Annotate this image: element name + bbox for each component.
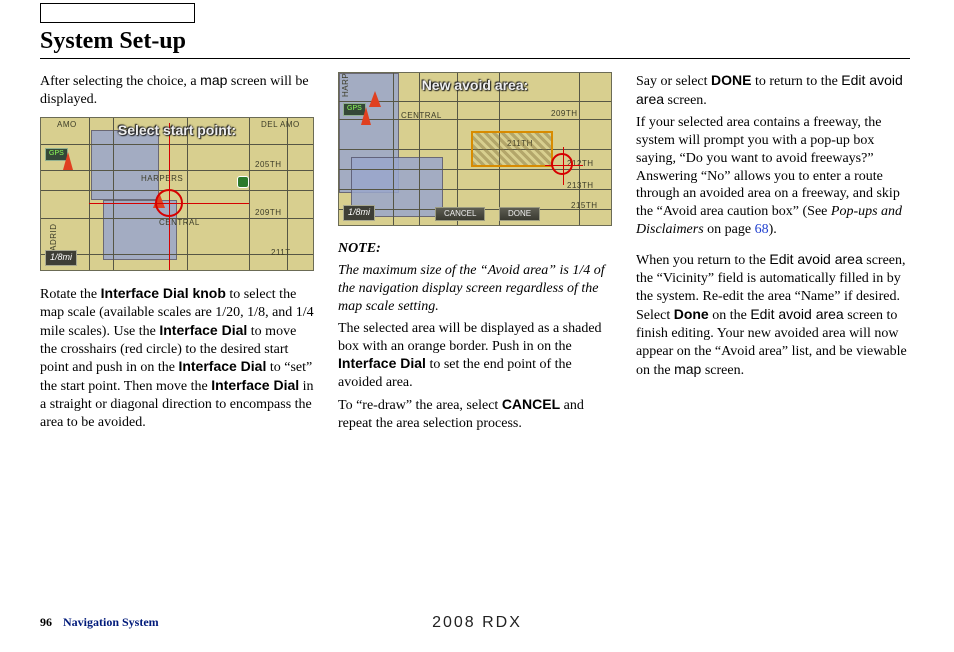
ui-term: Edit avoid area (769, 251, 862, 267)
cancel-button[interactable]: CANCEL (435, 207, 485, 221)
done-button[interactable]: DONE (499, 207, 540, 221)
col3-p3: When you return to the Edit avoid area s… (636, 251, 910, 379)
map1-header: Select start point: (41, 122, 313, 140)
col1-body: Rotate the Interface Dial knob to select… (40, 285, 314, 432)
b: Done (674, 306, 709, 322)
ui-term: map (674, 361, 701, 377)
t: screen. (701, 363, 744, 378)
page-link-68[interactable]: 68 (755, 222, 769, 237)
columns: After selecting the choice, a map screen… (40, 72, 910, 437)
col1-intro: After selecting the choice, a map screen… (40, 72, 314, 109)
t: When you return to the (636, 253, 769, 268)
col3-p1: Say or select DONE to return to the Edit… (636, 72, 910, 110)
column-3: Say or select DONE to return to the Edit… (636, 72, 910, 437)
column-2: New avoid area: GPS 1/8mi CANCEL DONE HA… (338, 72, 612, 437)
b: Interface Dial (159, 322, 247, 338)
t: To “re-draw” the area, select (338, 398, 502, 413)
t: on the (709, 308, 751, 323)
footer-title: 2008 RDX (0, 614, 954, 632)
t: ). (769, 222, 777, 237)
b: CANCEL (502, 396, 560, 412)
scale-badge: 1/8mi (343, 205, 375, 221)
b: Interface Dial (178, 358, 266, 374)
t: to return to the (751, 74, 841, 89)
note-heading: NOTE: (338, 240, 612, 258)
t: After selecting the choice, a (40, 74, 200, 89)
note-body: The maximum size of the “Avoid area” is … (338, 262, 612, 316)
top-empty-box (40, 3, 195, 23)
scale-badge: 1/8mi (45, 250, 77, 266)
page-heading: System Set-up (40, 28, 186, 55)
b: Interface Dial (211, 377, 299, 393)
column-1: After selecting the choice, a map screen… (40, 72, 314, 437)
t: on page (704, 222, 755, 237)
map-select-start-point: Select start point: GPS 1/8mi AMODEL AMO… (40, 117, 314, 271)
map2-header: New avoid area: (339, 77, 611, 95)
b: Interface Dial (338, 355, 426, 371)
ui-term: Edit avoid area (750, 306, 843, 322)
heading-rule (40, 58, 910, 59)
north-arrow-icon (63, 152, 73, 170)
north-arrow-icon (361, 107, 371, 125)
t: screen. (664, 93, 707, 108)
ui-term-map: map (200, 72, 227, 88)
b: Interface Dial knob (101, 285, 226, 301)
b: DONE (711, 72, 751, 88)
map-new-avoid-area: New avoid area: GPS 1/8mi CANCEL DONE HA… (338, 72, 612, 226)
t: The selected area will be displayed as a… (338, 321, 602, 354)
t: Say or select (636, 74, 711, 89)
col2-p1: The selected area will be displayed as a… (338, 320, 612, 393)
t: Rotate the (40, 287, 101, 302)
col3-p2: If your selected area contains a freeway… (636, 114, 910, 239)
col2-p2: To “re-draw” the area, select CANCEL and… (338, 396, 612, 433)
